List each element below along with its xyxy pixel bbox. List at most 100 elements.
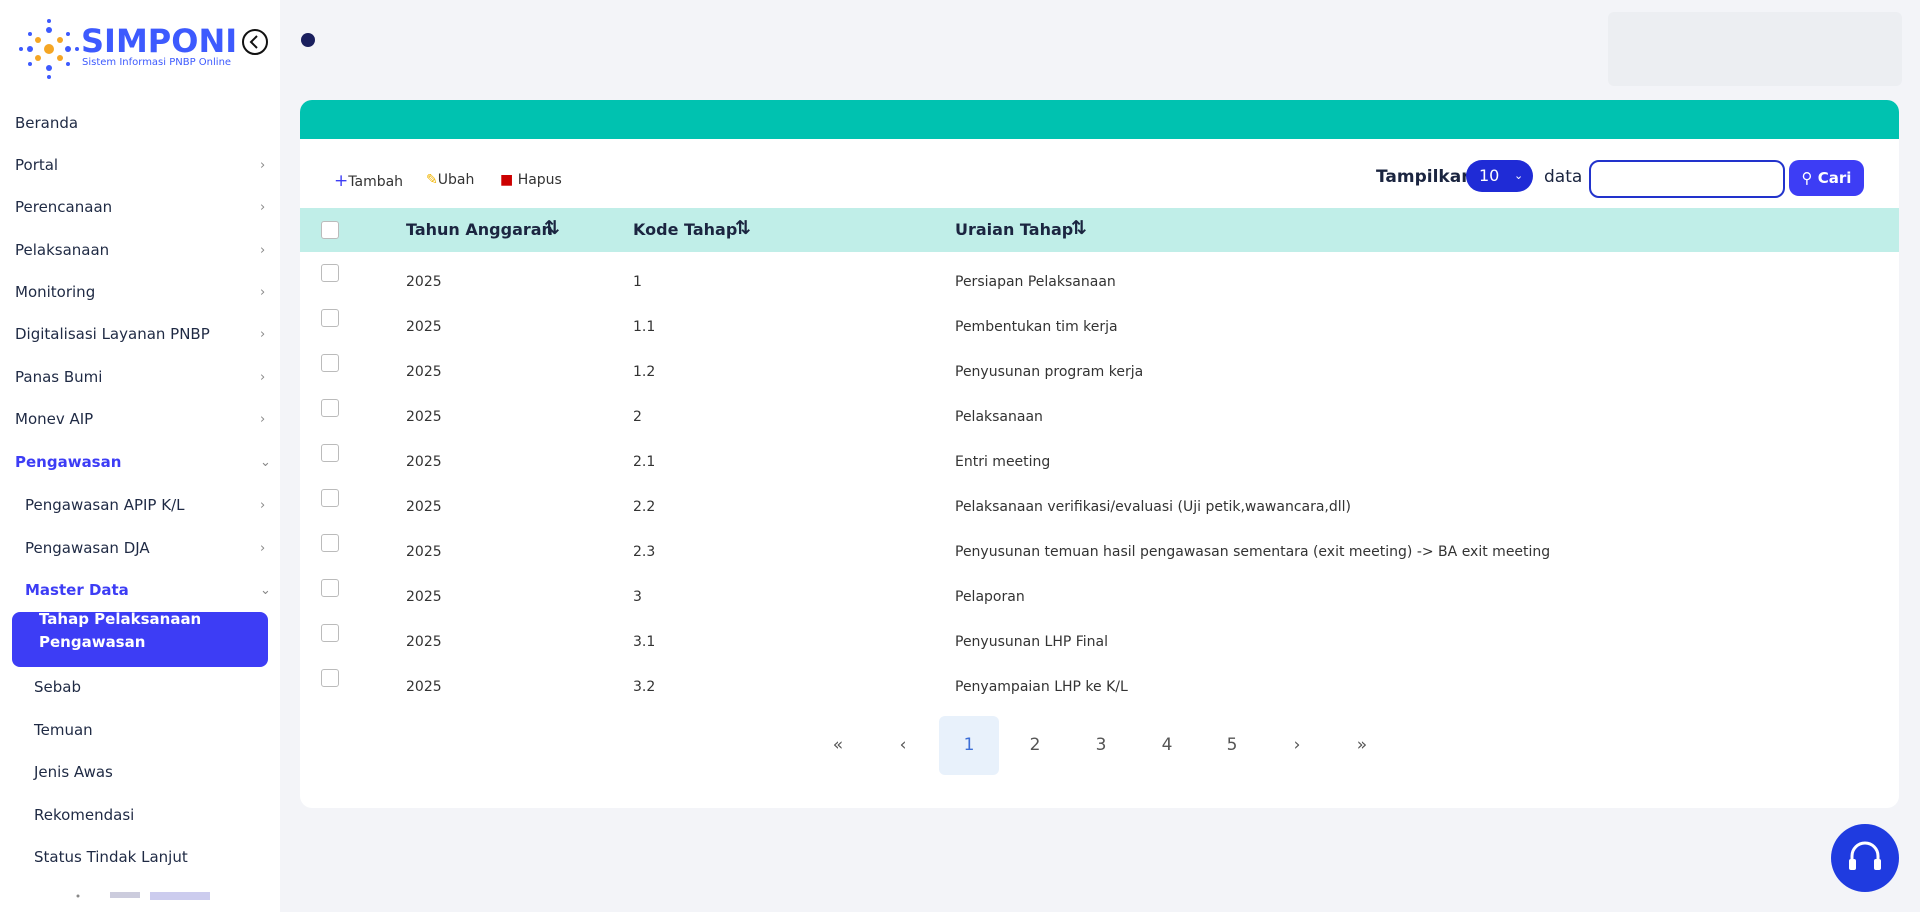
help-button[interactable] [1830,823,1900,893]
collapse-button[interactable] [241,28,269,56]
row-checkbox[interactable] [321,489,339,507]
menu-chevron: ⌄ [260,583,271,598]
table-cell: 2.1 [633,454,656,470]
table-cell: 2025 [406,589,442,605]
row-checkbox[interactable] [321,669,339,687]
sort-icon[interactable]: ⇅ [544,217,560,239]
search-button[interactable]: ⚲ Cari [1789,160,1864,196]
page-button[interactable]: › [1293,735,1301,755]
row-checkbox[interactable] [321,444,339,462]
active-menu-bg [12,612,268,667]
table-cell: Pembentukan tim kerja [955,319,1118,335]
menu-item[interactable]: Status Tindak Lanjut [34,848,188,866]
column-header[interactable]: Kode Tahap [633,220,738,239]
status-dot [301,33,315,47]
menu-chevron: › [260,541,266,556]
menu-item[interactable]: Portal [15,156,59,174]
menu-item[interactable]: Jenis Awas [34,763,113,781]
sort-icon[interactable]: ⇅ [735,217,751,239]
menu-item[interactable]: Monitoring [15,283,96,301]
menu-item[interactable]: Monev AIP [15,410,94,428]
table-cell: 2025 [406,274,442,290]
page-button[interactable]: ‹ [899,735,907,755]
table-cell: 2.2 [633,499,656,515]
footer-graphic [76,892,210,900]
table-cell: Penyampaian LHP ke K/L [955,679,1128,695]
menu-chevron: › [260,285,266,300]
page-button[interactable]: 1 [963,735,975,755]
table-cell: 1.1 [633,319,656,335]
edit-button[interactable]: ✎Ubah [426,172,475,188]
row-checkbox[interactable] [321,309,339,327]
menu-chevron: › [260,327,266,342]
sidebar: SIMPONI Sistem Informasi PNBP Online Ber… [0,0,280,912]
table-cell: Penyusunan LHP Final [955,634,1109,650]
table-cell: 2025 [406,409,442,425]
table-cell: 2025 [406,679,442,695]
table-cell: 2025 [406,364,442,380]
table-cell: Pelaksanaan [955,409,1043,425]
menu-item[interactable]: Pengawasan DJA [25,539,150,557]
page-button[interactable]: » [1356,735,1368,755]
select-all-checkbox[interactable] [321,221,339,239]
search-input[interactable] [1589,160,1785,198]
page-button[interactable]: « [832,735,844,755]
menu-item[interactable]: Pengawasan APIP K/L [25,496,185,514]
show-label: Tampilkan [1376,167,1474,187]
page-button[interactable]: 4 [1161,735,1173,755]
menu-chevron: ⌄ [260,455,271,470]
row-checkbox[interactable] [321,264,339,282]
menu-chevron: › [260,498,266,513]
table-cell: 1.2 [633,364,656,380]
table-cell: Entri meeting [955,454,1051,470]
table-cell: Persiapan Pelaksanaan [955,274,1116,290]
delete-button[interactable]: ■ Hapus [500,172,562,188]
menu-chevron: › [260,200,266,215]
menu-chevron: › [260,243,266,258]
row-checkbox[interactable] [321,624,339,642]
menu-item[interactable]: Pengawasan [15,453,122,471]
logo-title: SIMPONI [81,22,238,60]
column-header[interactable]: Tahun Anggaran [406,220,553,239]
page-button[interactable]: 5 [1226,735,1238,755]
table-cell: 3.2 [633,679,656,695]
table-cell: 1 [633,274,642,290]
table-cell: 2.3 [633,544,656,560]
menu-item[interactable]: Rekomendasi [34,806,135,824]
data-label: data [1544,167,1583,187]
row-checkbox[interactable] [321,534,339,552]
table-cell: 2025 [406,454,442,470]
menu-chevron: › [260,158,266,173]
menu-item[interactable]: Temuan [34,721,93,739]
page-button[interactable]: 3 [1095,735,1107,755]
table-cell: 3.1 [633,634,656,650]
table-cell: Penyusunan temuan hasil pengawasan semen… [955,544,1551,560]
page-button[interactable]: 2 [1029,735,1041,755]
table-cell: Penyusunan program kerja [955,364,1144,380]
menu-item[interactable]: Beranda [15,114,79,132]
menu-item[interactable]: Sebab [34,678,81,696]
sort-icon[interactable]: ⇅ [1071,217,1087,239]
menu-item[interactable]: Pelaksanaan [15,241,110,259]
active-page-bg [939,716,999,775]
menu-item[interactable]: Panas Bumi [15,368,103,386]
user-box[interactable] [1608,12,1902,86]
menu-item[interactable]: Perencanaan [15,198,113,216]
menu-item[interactable]: Master Data [25,581,129,599]
row-checkbox[interactable] [321,354,339,372]
menu-item[interactable]: Tahap Pelaksanaan Pengawasan [39,610,202,651]
column-header[interactable]: Uraian Tahap [955,220,1074,239]
logo-icon [19,19,79,79]
table-cell: 2025 [406,499,442,515]
table-cell: Pelaporan [955,589,1025,605]
row-checkbox[interactable] [321,399,339,417]
add-button[interactable]: +Tambah [334,171,404,191]
menu-chevron: › [260,370,266,385]
row-checkbox[interactable] [321,579,339,597]
table-cell: 3 [633,589,642,605]
menu-chevron: › [260,412,266,427]
table-cell: 2025 [406,634,442,650]
menu-item[interactable]: Digitalisasi Layanan PNBP [15,325,210,343]
page-size-select[interactable]: 10 ⌄ [1466,160,1533,192]
